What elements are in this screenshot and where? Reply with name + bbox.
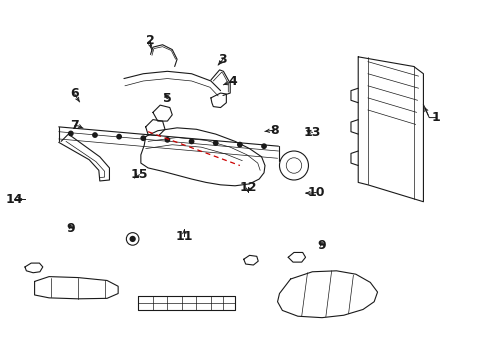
Circle shape <box>212 140 218 146</box>
Text: 11: 11 <box>175 230 193 243</box>
Text: 6: 6 <box>70 87 79 100</box>
Text: 14: 14 <box>5 193 22 206</box>
Text: 10: 10 <box>307 186 325 199</box>
Text: 5: 5 <box>163 92 171 105</box>
Text: 2: 2 <box>146 34 155 47</box>
Circle shape <box>261 143 266 149</box>
Text: 9: 9 <box>317 239 325 252</box>
Circle shape <box>92 132 98 138</box>
Text: 1: 1 <box>430 111 439 124</box>
Text: 3: 3 <box>218 53 227 66</box>
Text: 7: 7 <box>70 119 79 132</box>
Circle shape <box>188 139 194 144</box>
Text: 9: 9 <box>66 222 75 235</box>
Text: 8: 8 <box>270 123 278 136</box>
Circle shape <box>237 142 242 148</box>
Text: 13: 13 <box>303 126 320 139</box>
Circle shape <box>68 131 74 136</box>
Text: 4: 4 <box>228 75 237 88</box>
Circle shape <box>140 135 146 141</box>
Circle shape <box>116 134 122 140</box>
Text: 15: 15 <box>130 168 148 181</box>
Circle shape <box>129 236 136 242</box>
Text: 12: 12 <box>239 181 256 194</box>
Circle shape <box>164 137 170 143</box>
